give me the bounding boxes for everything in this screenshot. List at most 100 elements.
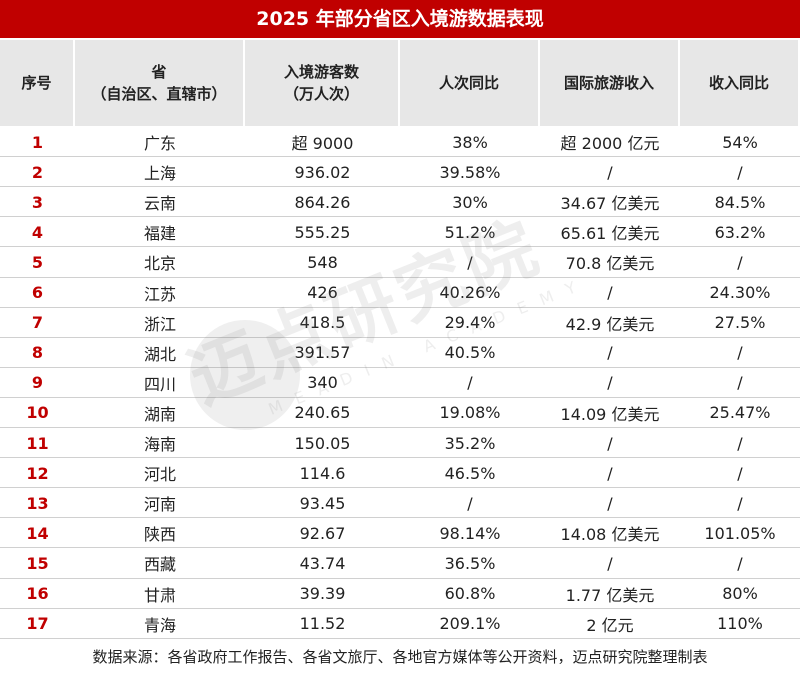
table-cell: 84.5%	[714, 192, 766, 212]
table-cell: 418.5	[299, 313, 346, 333]
table-cell: 39.58%	[439, 162, 501, 182]
table-cell: 1.77 亿美元	[565, 585, 655, 605]
header-text: 入境游客数	[283, 63, 359, 81]
row-divider	[0, 547, 800, 549]
table-cell: 江苏	[143, 284, 176, 304]
table-cell: 陕西	[143, 525, 176, 545]
row-number: 6	[31, 283, 44, 303]
row-number: 2	[31, 162, 44, 182]
table-cell: /	[737, 433, 743, 453]
table-cell: 38%	[452, 132, 488, 152]
table-cell: 150.05	[294, 433, 351, 453]
table-cell: 上海	[143, 164, 176, 184]
row-number: 14	[26, 523, 49, 543]
table-cell: 340	[307, 373, 338, 393]
table-cell: /	[737, 553, 743, 573]
row-divider	[0, 246, 800, 248]
table-cell: 60.8%	[444, 584, 496, 604]
table-cell: 54%	[722, 132, 758, 152]
table-cell: 25.47%	[709, 403, 771, 423]
row-divider	[0, 487, 800, 489]
row-number: 1	[31, 132, 44, 152]
row-divider	[0, 276, 800, 278]
table-cell: 30%	[452, 192, 488, 212]
table-cell: 40.5%	[444, 343, 496, 363]
table-cell: /	[607, 463, 613, 483]
table-cell: 40.26%	[439, 283, 501, 303]
row-number: 3	[31, 192, 44, 212]
table-cell: 548	[307, 252, 338, 272]
table-cell: /	[607, 283, 613, 303]
table-cell: 426	[307, 283, 338, 303]
table-cell: 河南	[143, 495, 176, 515]
table-cell: /	[737, 252, 743, 272]
row-number: 15	[26, 553, 49, 573]
header-cell: 入境游客数 （万人次）	[245, 40, 400, 126]
row-number: 4	[31, 222, 44, 242]
row-divider	[0, 396, 800, 398]
row-divider	[0, 216, 800, 218]
table-cell: 34.67 亿美元	[560, 194, 660, 214]
header-text: 国际旅游收入	[563, 74, 654, 92]
header-text: 省	[151, 63, 167, 81]
table-cell: 11.52	[299, 614, 346, 634]
header-text: （万人次）	[283, 85, 359, 103]
row-divider	[0, 637, 800, 639]
table-cell: 北京	[143, 254, 176, 274]
row-divider	[0, 607, 800, 609]
table-cell: /	[737, 373, 743, 393]
table-cell: /	[737, 493, 743, 513]
table-cell: 湖北	[143, 344, 176, 364]
header-cell: 序号	[0, 40, 75, 126]
table-cell: 西藏	[143, 555, 176, 575]
header-cell: 收入同比	[680, 40, 800, 126]
table-cell: 98.14%	[439, 523, 501, 543]
table-cell: /	[467, 493, 473, 513]
row-divider	[0, 336, 800, 338]
table-cell: 46.5%	[444, 463, 496, 483]
row-divider	[0, 366, 800, 368]
table-cell: /	[607, 373, 613, 393]
table-cell: 36.5%	[444, 553, 496, 573]
table-cell: 42.9 亿美元	[565, 314, 655, 334]
row-number: 16	[26, 584, 49, 604]
table-cell: 27.5%	[714, 313, 766, 333]
table-cell: /	[737, 343, 743, 363]
table-cell: 海南	[143, 435, 176, 455]
table-cell: 63.2%	[714, 222, 766, 242]
table-cell: 24.30%	[709, 283, 771, 303]
table-cell: /	[607, 343, 613, 363]
table-cell: 福建	[143, 224, 176, 244]
table-cell: 浙江	[143, 314, 176, 334]
table-cell: 110%	[717, 614, 763, 634]
header-text: 序号	[21, 74, 52, 92]
header-cell: 人次同比	[400, 40, 540, 126]
header-text: （自治区、直辖市）	[91, 85, 227, 103]
table-cell: 河北	[143, 465, 176, 485]
table-cell: 湖南	[143, 404, 176, 424]
row-number: 7	[31, 313, 44, 333]
row-number: 5	[31, 252, 44, 272]
row-number: 13	[26, 493, 49, 513]
table-cell: /	[467, 252, 473, 272]
table-cell: /	[737, 463, 743, 483]
header-text: 收入同比	[708, 74, 769, 92]
table-cell: 青海	[143, 615, 176, 635]
table-cell: 65.61 亿美元	[560, 224, 660, 244]
watermark-logo	[190, 320, 300, 430]
table-cell: 四川	[143, 374, 176, 394]
table-cell: 19.08%	[439, 403, 501, 423]
table-cell: 29.4%	[444, 313, 496, 333]
table-cell: 391.57	[294, 343, 351, 363]
table-cell: /	[607, 493, 613, 513]
table-cell: 超 9000	[291, 134, 354, 154]
table-cell: 超 2000 亿元	[560, 134, 660, 154]
table-cell: 35.2%	[444, 433, 496, 453]
table-cell: /	[607, 553, 613, 573]
row-divider	[0, 186, 800, 188]
row-divider	[0, 156, 800, 158]
table-cell: /	[607, 433, 613, 453]
table-cell: 14.09 亿美元	[560, 404, 660, 424]
table-cell: 广东	[143, 134, 176, 154]
